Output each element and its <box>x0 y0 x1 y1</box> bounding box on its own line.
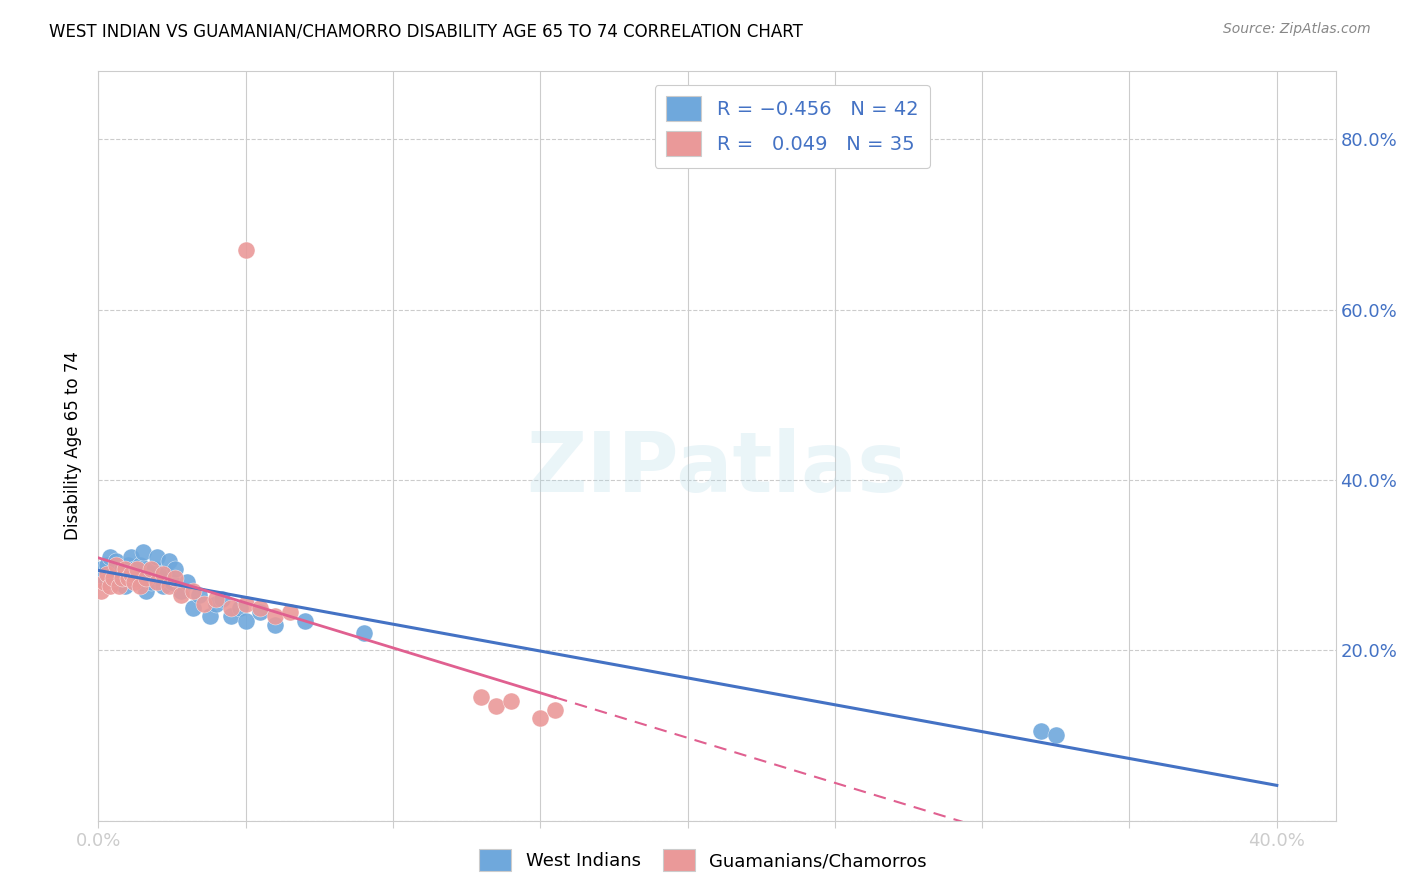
Point <box>122 575 145 590</box>
Point <box>141 575 163 590</box>
Point <box>170 583 193 598</box>
Point <box>90 583 112 598</box>
Point <box>146 549 169 564</box>
Point <box>125 571 148 585</box>
Point <box>1029 724 1052 739</box>
Point <box>235 614 257 628</box>
Point <box>90 562 112 576</box>
Legend: R = −0.456   N = 42, R =   0.049   N = 35: R = −0.456 N = 42, R = 0.049 N = 35 <box>655 85 929 168</box>
Point <box>143 562 166 576</box>
Point <box>485 698 508 713</box>
Point <box>146 575 169 590</box>
Point <box>499 694 522 708</box>
Point <box>120 549 142 564</box>
Point <box>529 711 551 725</box>
Point <box>264 609 287 624</box>
Point <box>187 588 209 602</box>
Point <box>141 562 163 576</box>
Point <box>105 558 128 573</box>
Text: WEST INDIAN VS GUAMANIAN/CHAMORRO DISABILITY AGE 65 TO 74 CORRELATION CHART: WEST INDIAN VS GUAMANIAN/CHAMORRO DISABI… <box>49 22 803 40</box>
Point <box>96 558 118 573</box>
Point <box>93 571 115 585</box>
Point <box>157 580 180 594</box>
Point <box>122 562 145 576</box>
Point <box>135 571 157 585</box>
Text: ZIPatlas: ZIPatlas <box>527 428 907 509</box>
Point <box>114 580 136 594</box>
Point <box>120 566 142 581</box>
Point <box>200 609 222 624</box>
Point <box>111 562 134 576</box>
Point <box>176 575 198 590</box>
Point <box>155 566 177 581</box>
Point <box>101 566 124 581</box>
Point <box>131 545 153 559</box>
Point <box>152 566 174 581</box>
Point <box>353 626 375 640</box>
Point <box>152 580 174 594</box>
Y-axis label: Disability Age 65 to 74: Disability Age 65 to 74 <box>65 351 83 541</box>
Point <box>181 600 204 615</box>
Point <box>128 580 150 594</box>
Point <box>96 566 118 581</box>
Point <box>114 562 136 576</box>
Point <box>138 566 160 581</box>
Point <box>235 243 257 257</box>
Point <box>264 617 287 632</box>
Point <box>235 597 257 611</box>
Point <box>135 583 157 598</box>
Point <box>1045 729 1067 743</box>
Point <box>278 605 301 619</box>
Point <box>108 580 131 594</box>
Point <box>470 690 492 705</box>
Point <box>117 558 139 573</box>
Point <box>544 703 567 717</box>
Point <box>149 571 172 585</box>
Point <box>181 583 204 598</box>
Point <box>98 580 121 594</box>
Point <box>205 592 228 607</box>
Point <box>219 600 242 615</box>
Point <box>101 571 124 585</box>
Legend: West Indians, Guamanians/Chamorros: West Indians, Guamanians/Chamorros <box>471 842 935 879</box>
Text: Source: ZipAtlas.com: Source: ZipAtlas.com <box>1223 22 1371 37</box>
Point <box>163 562 186 576</box>
Point <box>111 571 134 585</box>
Point <box>229 600 252 615</box>
Point <box>108 575 131 590</box>
Point <box>249 600 271 615</box>
Point <box>219 609 242 624</box>
Point <box>105 554 128 568</box>
Point <box>249 605 271 619</box>
Point <box>157 554 180 568</box>
Point <box>160 575 183 590</box>
Point <box>125 562 148 576</box>
Point <box>93 575 115 590</box>
Point <box>211 592 233 607</box>
Point <box>163 571 186 585</box>
Point <box>170 588 193 602</box>
Point <box>117 571 139 585</box>
Point <box>128 558 150 573</box>
Point <box>294 614 316 628</box>
Point <box>193 597 215 611</box>
Point <box>98 549 121 564</box>
Point <box>205 597 228 611</box>
